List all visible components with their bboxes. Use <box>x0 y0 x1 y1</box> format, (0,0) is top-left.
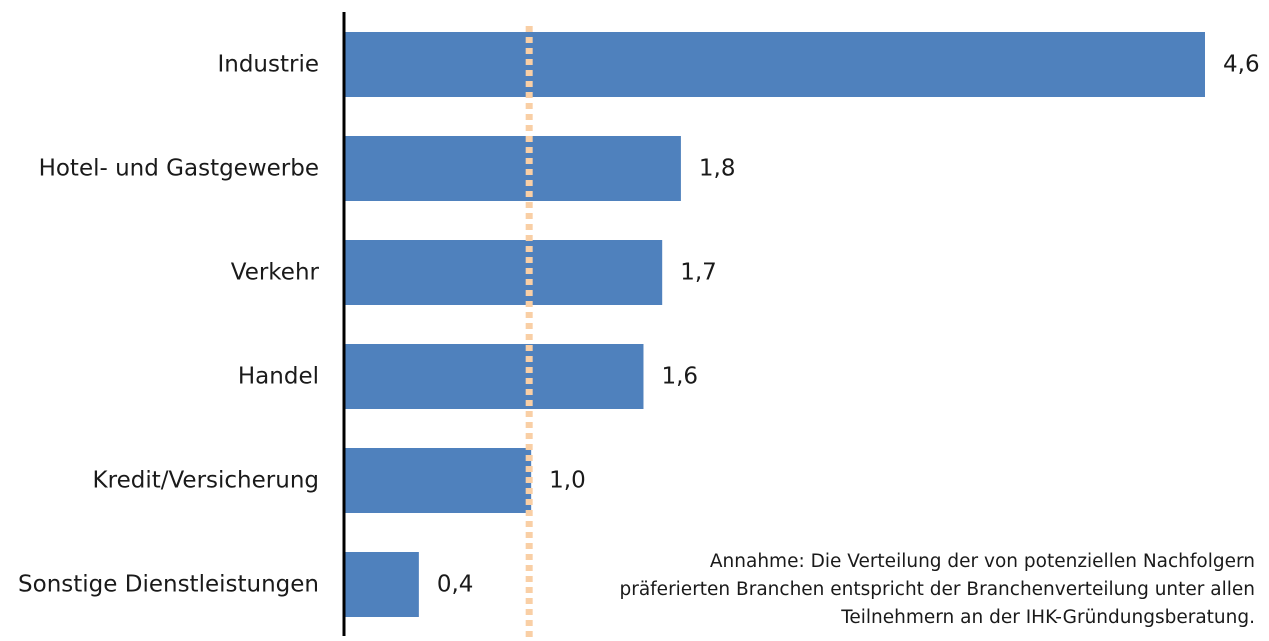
bar-hotel-und-gastgewerbe <box>344 136 681 201</box>
category-label-handel: Handel <box>238 364 319 390</box>
bar-sonstige-dienstleistungen <box>344 552 419 617</box>
category-label-hotel-und-gastgewerbe: Hotel- und Gastgewerbe <box>39 156 319 182</box>
category-label-industrie: Industrie <box>217 52 319 78</box>
value-label-sonstige-dienstleistungen: 0,4 <box>437 572 474 598</box>
value-label-handel: 1,6 <box>661 364 698 390</box>
value-labels: 4,6 1,8 1,7 1,6 1,0 0,4 <box>437 52 1260 598</box>
annotation-line-3: Teilnehmern an der IHK-Gründungsberatung… <box>841 607 1255 628</box>
bars-group <box>344 32 1205 617</box>
category-label-kredit-versicherung: Kredit/Versicherung <box>93 468 319 494</box>
value-label-verkehr: 1,7 <box>680 260 717 286</box>
value-label-kredit-versicherung: 1,0 <box>549 468 586 494</box>
category-label-verkehr: Verkehr <box>231 260 320 286</box>
annotation-line-2: präferierten Branchen entspricht der Bra… <box>619 579 1255 600</box>
annotation-line-1: Annahme: Die Verteilung der von potenzie… <box>709 551 1255 572</box>
bar-verkehr <box>344 240 663 305</box>
value-label-industrie: 4,6 <box>1223 52 1260 78</box>
bar-handel <box>344 344 644 409</box>
bar-kredit-versicherung <box>344 448 532 513</box>
category-labels: Industrie Hotel- und Gastgewerbe Verkehr Ha… <box>18 52 319 598</box>
bar-industrie <box>344 32 1205 97</box>
value-label-hotel-und-gastgewerbe: 1,8 <box>699 156 736 182</box>
category-label-sonstige-dienstleistungen: Sonstige Dienstleistungen <box>18 572 319 598</box>
annotation-note: Annahme: Die Verteilung der von potenzie… <box>555 548 1255 632</box>
